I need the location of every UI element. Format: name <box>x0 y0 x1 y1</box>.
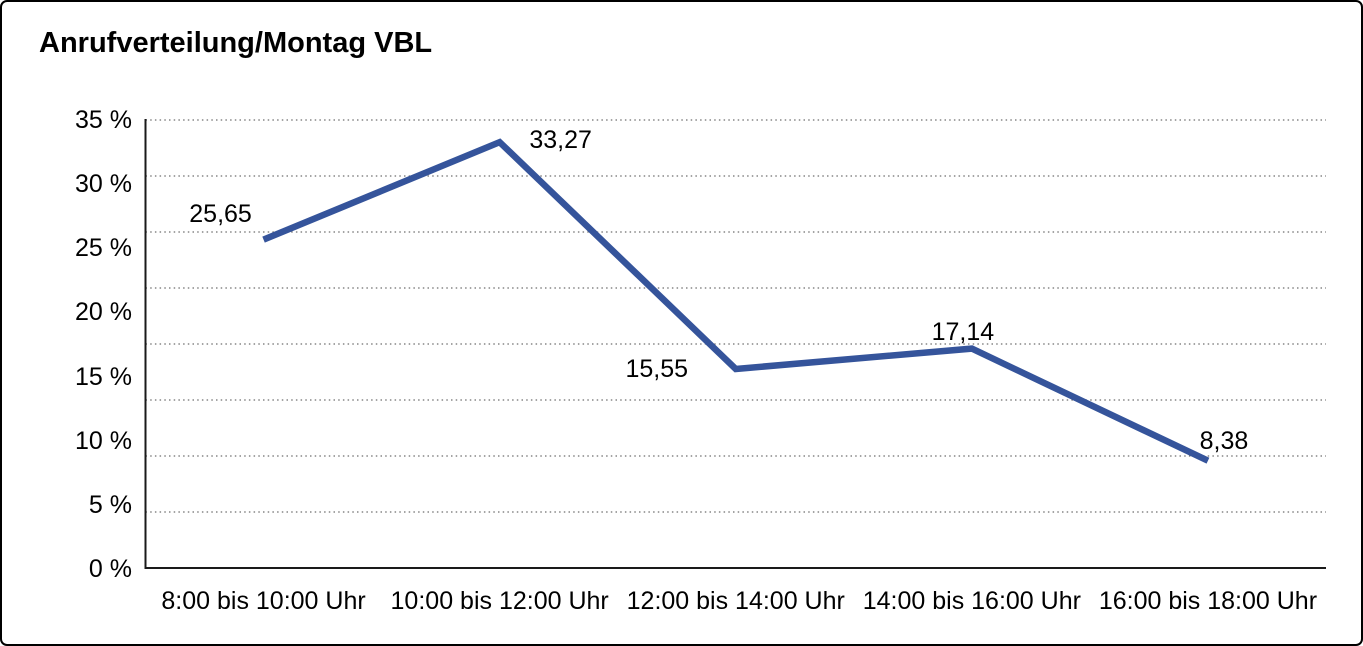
y-tick-label: 35 % <box>75 106 132 134</box>
y-tick-label: 30 % <box>75 170 132 199</box>
x-axis-label: 12:00 bis 14:00 Uhr <box>626 587 845 615</box>
x-axis-label: 14:00 bis 16:00 Uhr <box>862 587 1081 615</box>
chart-title: Anrufverteilung/Montag VBL <box>39 27 433 59</box>
data-point-label: 25,65 <box>189 199 252 228</box>
data-point-label: 33,27 <box>529 126 592 155</box>
y-tick-label: 10 % <box>75 426 132 455</box>
y-tick-label: 20 % <box>75 298 132 327</box>
y-tick-label: 0 % <box>88 555 132 583</box>
y-tick-label: 5 % <box>88 490 132 519</box>
y-tick-label: 15 % <box>75 362 132 391</box>
x-axis-label: 16:00 bis 18:00 Uhr <box>1098 587 1318 615</box>
axis-lines <box>144 119 1326 569</box>
x-axis-label: 8:00 bis 10:00 Uhr <box>161 587 366 615</box>
data-point-label: 17,14 <box>931 317 995 346</box>
x-axis-label: 10:00 bis 12:00 Uhr <box>390 587 609 615</box>
data-point-label: 8,38 <box>1199 426 1249 455</box>
data-point-label: 15,55 <box>625 354 689 383</box>
y-tick-label: 25 % <box>75 234 132 263</box>
data-line <box>262 138 1210 464</box>
